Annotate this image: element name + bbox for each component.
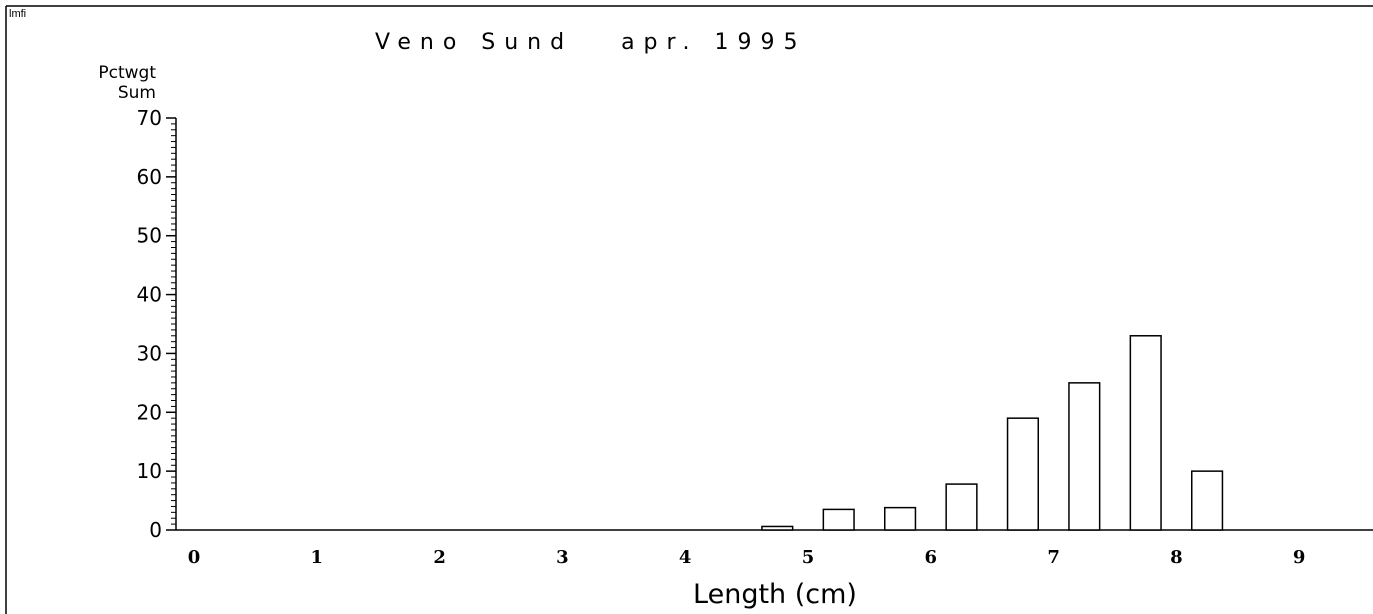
x-axis-ticks: 0 1 2 3 4 5 6 7 8 9	[188, 547, 1306, 568]
x-tick-label: 0	[188, 547, 201, 568]
x-tick-label: 1	[311, 547, 324, 568]
y-tick-label: 10	[137, 459, 162, 483]
chart-title: Veno Sund apr. 1995	[375, 30, 807, 55]
bars-group	[761, 335, 1224, 531]
y-tick-label: 40	[137, 283, 162, 307]
x-tick-label: 7	[1047, 547, 1060, 568]
y-axis-label-line1: Pctwgt	[98, 63, 156, 83]
y-tick-label: 70	[137, 106, 162, 130]
x-tick-label: 2	[433, 547, 446, 568]
y-tick-label: 50	[137, 224, 162, 248]
y-axis-label-line2: Sum	[118, 83, 156, 103]
y-tick-label: 60	[137, 165, 162, 189]
y-tick-label: 20	[137, 400, 162, 424]
x-tick-label: 6	[925, 547, 938, 568]
corner-label: lmfi	[9, 8, 26, 20]
y-tick-label: 0	[149, 518, 162, 542]
y-axis-ticks: 0 10 20 30 40 50 60 70	[137, 106, 176, 542]
x-tick-label: 8	[1170, 547, 1183, 568]
bar	[1129, 335, 1162, 531]
bar	[822, 508, 855, 531]
bar	[945, 483, 978, 531]
x-axis-label: Length (cm)	[693, 579, 857, 610]
bar	[1191, 470, 1224, 531]
x-tick-label: 5	[802, 547, 815, 568]
bar	[1006, 417, 1039, 531]
y-tick-label: 30	[137, 341, 162, 365]
x-tick-label: 3	[556, 547, 569, 568]
bar	[1068, 382, 1101, 531]
x-tick-label: 9	[1293, 547, 1306, 568]
bar	[761, 525, 794, 531]
x-tick-label: 4	[679, 547, 692, 568]
bar	[884, 506, 917, 531]
